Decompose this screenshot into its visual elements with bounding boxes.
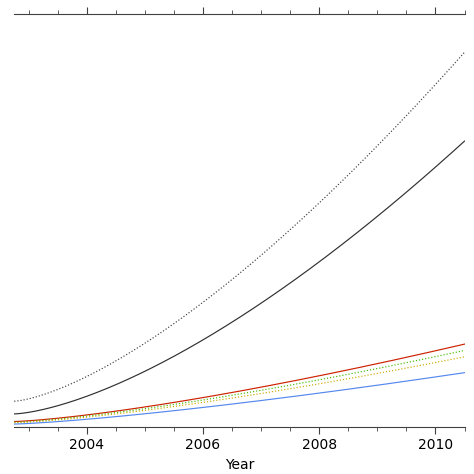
X-axis label: Year: Year (225, 458, 254, 472)
